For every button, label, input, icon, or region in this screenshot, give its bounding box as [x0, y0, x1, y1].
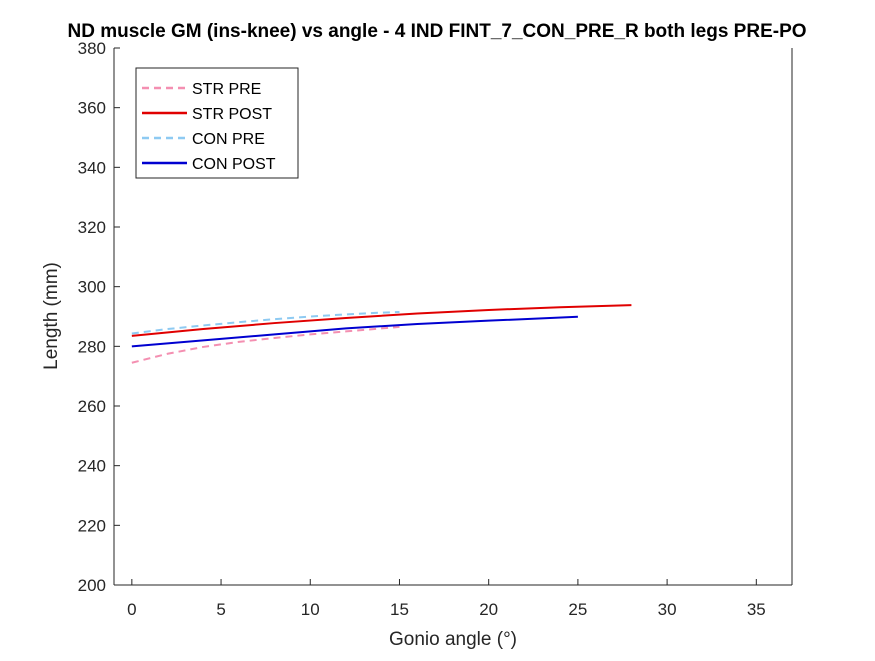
- x-tick-label: 25: [568, 600, 587, 619]
- y-tick-label: 360: [78, 99, 106, 118]
- legend-label-con-post: CON POST: [192, 156, 276, 173]
- y-tick-label: 300: [78, 278, 106, 297]
- x-tick-label: 35: [747, 600, 766, 619]
- x-tick-label: 10: [301, 600, 320, 619]
- chart-title: ND muscle GM (ins-knee) vs angle - 4 IND…: [67, 21, 806, 42]
- y-tick-label: 320: [78, 218, 106, 237]
- x-tick-label: 5: [216, 600, 225, 619]
- series-line-con-post: [131, 315, 578, 348]
- y-tick-label: 220: [78, 516, 106, 535]
- legend-label-str-pre: STR PRE: [192, 81, 261, 98]
- series-line-str-post: [131, 304, 632, 337]
- y-tick-label: 280: [78, 337, 106, 356]
- axis-layer: 0 5 10 15 20 25 30 35 200 220 240 260 280 300 320 340 36…: [78, 39, 793, 619]
- legend-label-con-pre: CON PRE: [192, 131, 265, 148]
- y-tick-label: 340: [78, 158, 106, 177]
- series-layer: [131, 304, 632, 364]
- y-axis-label: Length (mm): [41, 262, 62, 370]
- y-tick-label: 260: [78, 397, 106, 416]
- legend: STR PRE STR POST CON PRE CON POST: [135, 67, 299, 179]
- series-line-str-pre: [131, 325, 400, 364]
- y-tick-label: 380: [78, 39, 106, 58]
- x-axis-label: Gonio angle (°): [389, 629, 517, 650]
- y-tick-label: 200: [78, 576, 106, 595]
- x-tick-label: 30: [658, 600, 677, 619]
- x-tick-label: 20: [479, 600, 498, 619]
- y-tick-label: 240: [78, 457, 106, 476]
- legend-label-str-post: STR POST: [192, 106, 272, 123]
- x-tick-label: 0: [127, 600, 136, 619]
- legend-box: [135, 67, 299, 179]
- x-tick-label: 15: [390, 600, 409, 619]
